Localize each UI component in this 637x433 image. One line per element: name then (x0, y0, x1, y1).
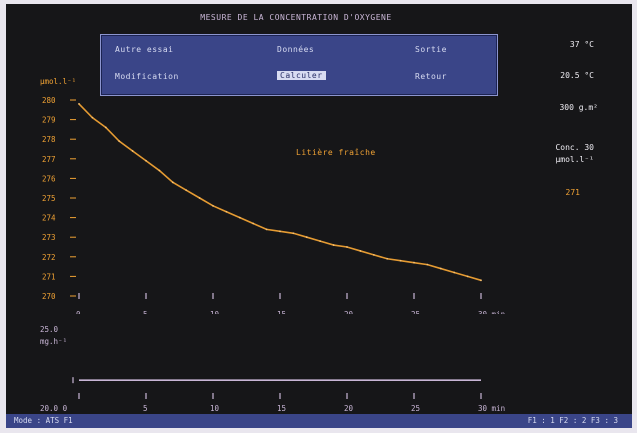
data-point (439, 267, 442, 270)
x-tick-label: 20.0 0 (40, 404, 68, 413)
y-tick-label: 278 (42, 135, 56, 144)
x-tick-label: 25 (411, 404, 420, 413)
data-point (332, 244, 335, 246)
x-tick-label: 0 (76, 310, 81, 314)
y-axis-unit-label: µmol.l⁻¹ (40, 77, 76, 86)
menu-item-modification[interactable]: Modification (115, 72, 179, 81)
data-point (480, 279, 482, 282)
y-tick-label: 276 (42, 174, 56, 183)
data-point (319, 240, 322, 243)
monitor-screen: MESURE DE LA CONCENTRATION D'OXYGENE Aut… (6, 4, 632, 428)
data-point (145, 159, 147, 162)
menu-item-calculer[interactable]: Calculer (277, 71, 326, 80)
data-point (238, 216, 241, 219)
sample-annotation: Litière fraîche (296, 148, 376, 157)
x-tick-label: 5 (143, 310, 148, 314)
concentration-value: 271 (565, 188, 580, 197)
data-point (386, 257, 389, 260)
y-tick-label: 277 (42, 155, 56, 164)
menu-panel: Autre essai Données Sortie Modification … (100, 34, 498, 96)
rate-chart: 25.0 mg.h⁻¹ 20.0 0 5 10 15 20 25 30 min (40, 325, 505, 413)
data-point (158, 169, 161, 172)
data-point (372, 253, 375, 256)
x-tick-label: 30 min (478, 310, 505, 314)
y-tick-label: 271 (42, 272, 56, 281)
data-point (346, 246, 348, 248)
y-tick-label: 273 (42, 233, 56, 242)
y-tick-label: 272 (42, 253, 56, 262)
data-point (265, 228, 268, 231)
mass-readout: 300 g.m² (559, 103, 598, 112)
y-tick-label: 274 (42, 214, 56, 223)
data-point (185, 189, 188, 192)
data-point (305, 236, 308, 239)
x-tick-label: 15 (277, 404, 286, 413)
y-tick-label: 275 (42, 194, 56, 203)
status-bar: Mode : ATS F1 F1 : 1 F2 : 2 F3 : 3 (6, 414, 632, 428)
data-point (171, 181, 174, 184)
x-tick-label: 10 (210, 404, 220, 413)
x-tick-label: 15 (277, 310, 286, 314)
data-point (453, 271, 456, 274)
status-left: Mode : ATS F1 (14, 416, 73, 425)
menu-item-donnees[interactable]: Données (277, 45, 315, 54)
y-tick-label: 279 (42, 116, 56, 125)
menu-item-autre-essai[interactable]: Autre essai (115, 45, 174, 54)
x-tick-label: 10 (210, 310, 220, 314)
menu-item-sortie[interactable]: Sortie (415, 45, 447, 54)
data-point (359, 250, 362, 252)
data-point (91, 116, 94, 119)
y-tick-label: 25.0 (40, 325, 59, 334)
data-point (78, 103, 80, 105)
data-point (225, 210, 228, 213)
x-tick-label: 25 (411, 310, 420, 314)
data-point (198, 197, 201, 199)
temperature-readout-1: 37 °C (569, 40, 594, 49)
x-tick-label: 5 (143, 404, 148, 413)
concentration-label: Conc. 30 (555, 143, 594, 152)
y-tick-label: 280 (42, 96, 56, 105)
y-tick-label: 270 (42, 292, 56, 301)
data-point (118, 140, 121, 143)
data-point (413, 261, 415, 264)
data-point (104, 126, 107, 129)
menu-item-retour[interactable]: Retour (415, 72, 447, 81)
concentration-unit: µmol.l⁻¹ (555, 155, 594, 164)
window-title: MESURE DE LA CONCENTRATION D'OXYGENE (200, 13, 392, 22)
data-point (212, 204, 214, 207)
x-tick-label: 20 (344, 404, 354, 413)
status-right: F1 : 1 F2 : 2 F3 : 3 (527, 416, 618, 425)
data-point (426, 263, 429, 266)
oxygen-concentration-chart: µmol.l⁻¹ 280 279 278 277 276 275 274 273 272 271 27… (40, 77, 505, 314)
data-point (292, 232, 295, 235)
data-point (399, 259, 402, 262)
data-point (252, 222, 255, 225)
data-point (131, 150, 134, 152)
temperature-readout-2: 20.5 °C (560, 71, 594, 80)
data-point (279, 230, 281, 233)
x-tick-label: 30 min (478, 404, 505, 413)
data-point (466, 275, 469, 278)
x-tick-label: 20 (344, 310, 354, 314)
y-axis-unit-label: mg.h⁻¹ (40, 337, 67, 346)
